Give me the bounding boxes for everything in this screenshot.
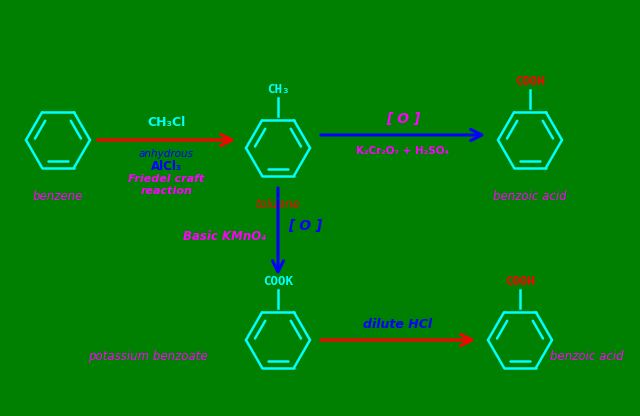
Text: COOH: COOH [515,75,545,88]
Text: CH₃Cl: CH₃Cl [147,116,186,129]
Text: anhydrous: anhydrous [139,149,194,159]
Text: [ O ]: [ O ] [288,220,323,233]
Text: potassium benzoate: potassium benzoate [88,350,208,363]
Text: reaction: reaction [141,186,193,196]
Text: toluene: toluene [256,198,300,211]
Text: benzoic acid: benzoic acid [550,350,624,363]
Text: benzoic acid: benzoic acid [493,190,567,203]
Text: CH₃: CH₃ [267,83,289,96]
Text: COOK: COOK [263,275,293,288]
Text: dilute HCl: dilute HCl [364,317,433,330]
Text: [ O ]: [ O ] [386,112,420,126]
Text: AlCl₃: AlCl₃ [151,159,182,173]
Text: Friedel craft: Friedel craft [128,174,205,184]
Text: benzene: benzene [33,190,83,203]
Text: K₂Cr₂O₇ + H₂SO₄: K₂Cr₂O₇ + H₂SO₄ [356,146,449,156]
Text: COOH: COOH [505,275,535,288]
Text: Basic KMnO₄: Basic KMnO₄ [182,230,266,243]
